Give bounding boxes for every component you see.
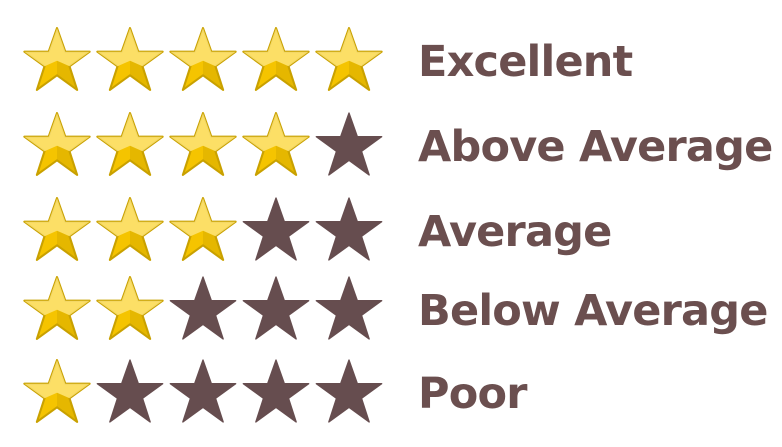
star-filled-icon [96, 197, 164, 261]
rating-row-average: Average [0, 192, 782, 272]
star-group [22, 271, 383, 351]
star-filled-icon [23, 197, 91, 261]
rating-row-excellent: Excellent [0, 22, 782, 102]
rating-label: Below Average [418, 286, 768, 336]
star-group [22, 107, 383, 187]
rating-label: Excellent [418, 37, 633, 87]
star-empty-icon [242, 359, 310, 423]
rating-label: Poor [418, 369, 527, 419]
star-empty-icon [315, 112, 383, 176]
star-filled-icon [96, 276, 164, 340]
star-filled-icon [96, 112, 164, 176]
star-filled-icon [96, 27, 164, 91]
star-empty-icon [242, 197, 310, 261]
star-empty-icon [96, 359, 164, 423]
star-filled-icon [23, 27, 91, 91]
star-group [22, 22, 383, 102]
star-filled-icon [315, 27, 383, 91]
star-empty-icon [169, 276, 237, 340]
star-empty-icon [315, 276, 383, 340]
star-filled-icon [169, 27, 237, 91]
star-empty-icon [169, 359, 237, 423]
rating-label: Above Average [418, 122, 773, 172]
star-empty-icon [315, 359, 383, 423]
star-filled-icon [23, 359, 91, 423]
star-filled-icon [169, 112, 237, 176]
star-group [22, 354, 383, 434]
star-filled-icon [169, 197, 237, 261]
rating-label: Average [418, 207, 612, 257]
rating-row-poor: Poor [0, 354, 782, 434]
rating-row-below-average: Below Average [0, 271, 782, 351]
star-filled-icon [23, 276, 91, 340]
star-empty-icon [315, 197, 383, 261]
star-filled-icon [242, 112, 310, 176]
star-filled-icon [242, 27, 310, 91]
rating-row-above-average: Above Average [0, 107, 782, 187]
star-empty-icon [242, 276, 310, 340]
star-group [22, 192, 383, 272]
star-filled-icon [23, 112, 91, 176]
